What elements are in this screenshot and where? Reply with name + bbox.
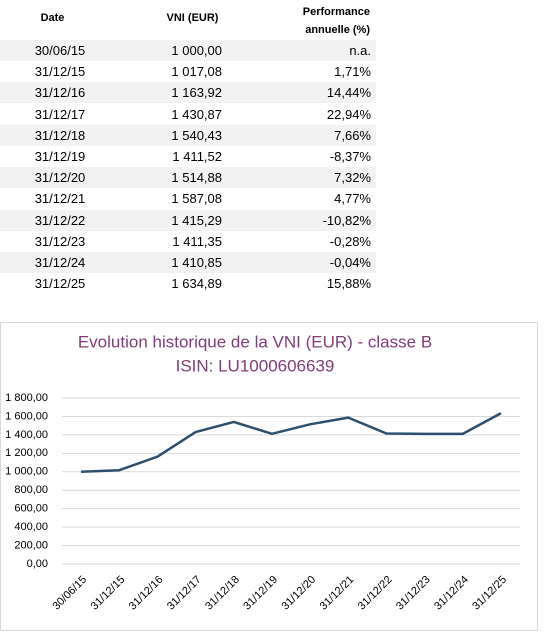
y-tick-label: 1 200,00 <box>5 447 48 459</box>
performance-cell: -10,82% <box>322 212 371 228</box>
performance-cell: 4,77% <box>334 191 371 207</box>
nav-cell: 1 411,35 <box>172 233 222 249</box>
nav-cell: 1 163,92 <box>171 85 222 101</box>
column-header: Performance annuelle (%) <box>302 6 370 36</box>
column-header: Date <box>40 12 65 24</box>
performance-cell: -0,04% <box>329 255 371 270</box>
nav-cell: 1 017,08 <box>171 64 222 80</box>
nav-cell: 1 000,00 <box>171 43 222 58</box>
chart-title: Evolution historique de la VNI (EUR) - c… <box>78 332 432 351</box>
date-cell: 31/12/15 <box>34 64 86 80</box>
date-cell: 31/12/17 <box>34 106 86 122</box>
nav-cell: 1 587,08 <box>171 191 222 207</box>
nav-cell: 1 410,85 <box>171 255 222 270</box>
date-cell: 31/12/23 <box>34 233 86 249</box>
y-tick-label: 1 600,00 <box>5 410 48 422</box>
date-cell: 31/12/24 <box>34 255 86 270</box>
y-tick-label: 800,00 <box>14 484 48 496</box>
performance-cell: -8,37% <box>329 149 371 164</box>
y-tick-label: 1 400,00 <box>5 429 48 441</box>
performance-cell: -0,28% <box>329 233 371 249</box>
y-tick-label: 600,00 <box>14 503 48 515</box>
row-shading <box>0 124 376 146</box>
y-tick-label: 400,00 <box>14 521 48 533</box>
row-shading <box>0 167 376 189</box>
date-cell: 31/12/16 <box>34 85 86 101</box>
row-shading <box>0 82 376 104</box>
nav-cell: 1 634,89 <box>171 276 222 292</box>
performance-cell: 22,94% <box>326 106 371 122</box>
date-cell: 30/06/15 <box>34 43 86 58</box>
nav-cell: 1 411,52 <box>172 149 222 164</box>
nav-cell: 1 540,43 <box>171 127 222 143</box>
row-shading <box>0 252 376 273</box>
date-cell: 31/12/25 <box>34 276 86 292</box>
y-tick-label: 200,00 <box>14 539 48 551</box>
nav-cell: 1 514,88 <box>171 170 222 186</box>
chart: Evolution historique de la VNI (EUR) - c… <box>0 322 538 631</box>
row-shading <box>0 40 376 61</box>
performance-cell: 14,44% <box>326 85 371 101</box>
performance-cell: 15,88% <box>326 276 371 292</box>
performance-cell: 7,66% <box>334 127 371 143</box>
line <box>81 412 502 474</box>
performance-cell: 1,71% <box>334 64 371 80</box>
performance-cell: n.a. <box>349 43 371 58</box>
row-shading <box>0 209 376 231</box>
y-tick-label: 1 800,00 <box>5 392 48 404</box>
date-cell: 31/12/22 <box>34 212 86 228</box>
date-cell: 31/12/21 <box>34 191 86 207</box>
date-cell: 31/12/18 <box>34 127 86 143</box>
date-cell: 31/12/19 <box>34 149 86 164</box>
y-tick-label: 1 000,00 <box>5 466 48 478</box>
nav-cell: 1 430,87 <box>171 106 222 122</box>
chart-frame <box>0 322 538 631</box>
nav-cell: 1 415,29 <box>171 212 222 228</box>
chart-subtitle: ISIN: LU1000606639 <box>176 356 335 375</box>
date-cell: 31/12/20 <box>34 170 86 186</box>
y-tick-label: 0,00 <box>27 558 48 570</box>
performance-cell: 7,32% <box>334 170 371 186</box>
column-header: VNI (EUR) <box>166 12 219 24</box>
